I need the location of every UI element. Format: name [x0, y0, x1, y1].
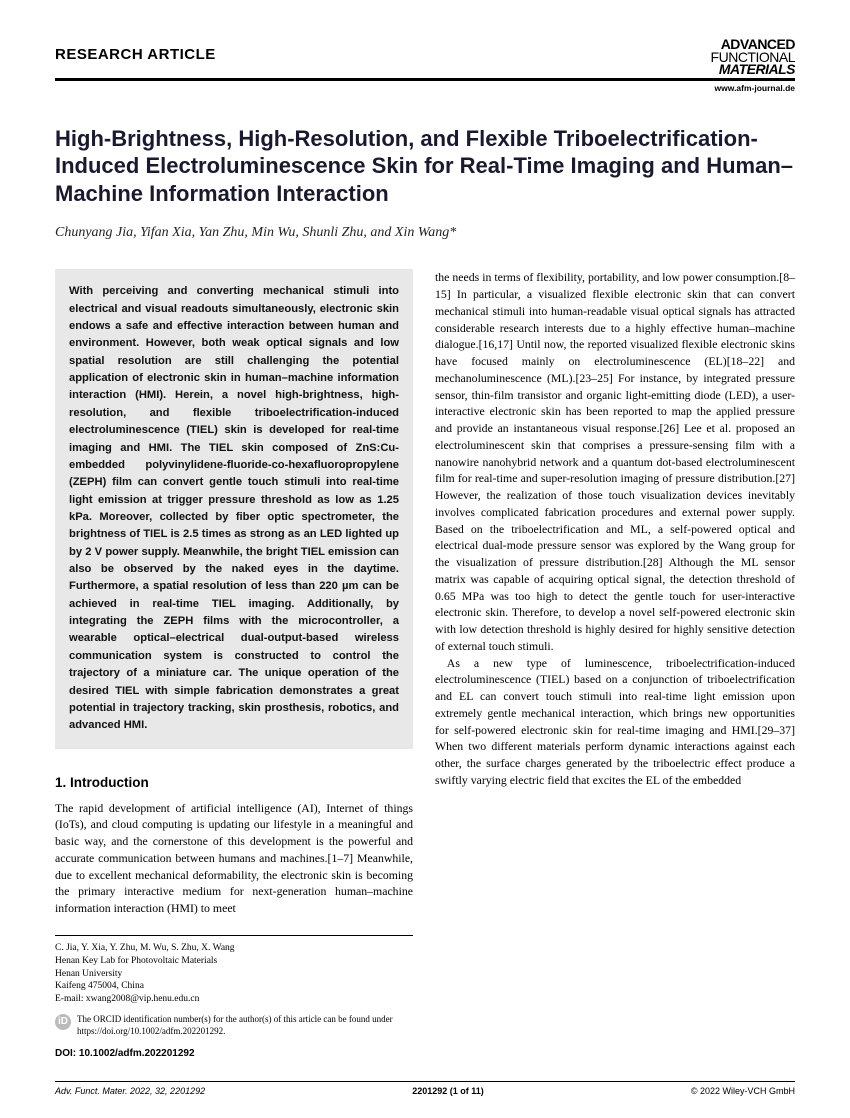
journal-brand-block: ADVANCED FUNCTIONAL MATERIALS — [711, 46, 795, 76]
footer-left: Adv. Funct. Mater. 2022, 32, 2201292 — [55, 1086, 205, 1096]
right-col-p2: As a new type of luminescence, triboelec… — [435, 655, 795, 789]
intro-paragraph-left: The rapid development of artificial inte… — [55, 800, 413, 917]
footer-right: © 2022 Wiley-VCH GmbH — [691, 1086, 795, 1096]
article-type: RESEARCH ARTICLE — [55, 46, 216, 63]
section-heading-introduction: 1. Introduction — [55, 775, 413, 790]
article-title: High-Brightness, High-Resolution, and Fl… — [55, 125, 795, 208]
body-paragraph-1: the needs in terms of flexibility, porta… — [435, 269, 795, 788]
footer-center: 2201292 (1 of 11) — [412, 1086, 484, 1096]
doi-line: DOI: 10.1002/adfm.202201292 — [55, 1047, 413, 1061]
affil-university: Henan University — [55, 968, 413, 981]
right-column: the needs in terms of flexibility, porta… — [435, 269, 795, 1061]
left-column: With perceiving and converting mechanica… — [55, 269, 413, 1061]
orcid-text: The ORCID identification number(s) for t… — [77, 1014, 413, 1037]
orcid-icon: iD — [55, 1014, 71, 1030]
affil-lab: Henan Key Lab for Photovoltaic Materials — [55, 955, 413, 968]
affil-email: E-mail: xwang2008@vip.henu.edu.cn — [55, 993, 413, 1006]
right-col-p1: the needs in terms of flexibility, porta… — [435, 269, 795, 654]
abstract-box: With perceiving and converting mechanica… — [55, 269, 413, 748]
affil-city: Kaifeng 475004, China — [55, 980, 413, 993]
affil-names: C. Jia, Y. Xia, Y. Zhu, M. Wu, S. Zhu, X… — [55, 942, 413, 955]
orcid-row: iD The ORCID identification number(s) fo… — [55, 1014, 413, 1037]
page-header: RESEARCH ARTICLE ADVANCED FUNCTIONAL MAT… — [55, 46, 795, 81]
author-list: Chunyang Jia, Yifan Xia, Yan Zhu, Min Wu… — [55, 225, 795, 241]
content-columns: With perceiving and converting mechanica… — [55, 269, 795, 1061]
page-footer: Adv. Funct. Mater. 2022, 32, 2201292 220… — [55, 1081, 795, 1096]
affiliation-block: C. Jia, Y. Xia, Y. Zhu, M. Wu, S. Zhu, X… — [55, 935, 413, 1061]
brand-line-3: MATERIALS — [711, 63, 795, 76]
journal-url: www.afm-journal.de — [55, 83, 795, 93]
